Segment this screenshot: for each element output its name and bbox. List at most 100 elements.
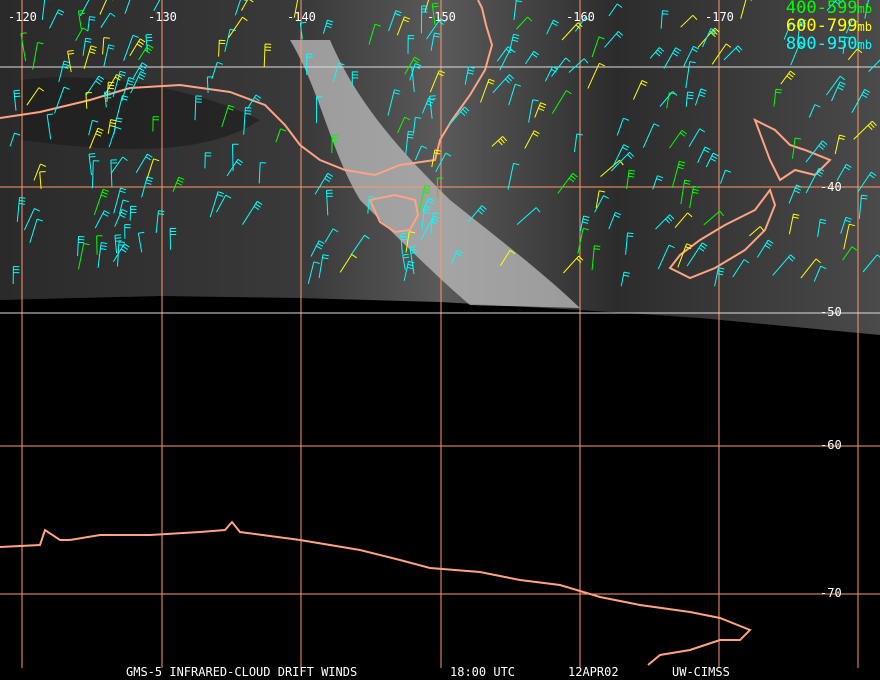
- wind-barb: [697, 146, 711, 164]
- wind-barb: [689, 185, 700, 209]
- wind-barbs: [9, 0, 880, 287]
- wind-barb: [218, 39, 226, 57]
- wind-barb: [299, 21, 307, 40]
- wind-barb: [686, 242, 708, 267]
- wind-barb: [797, 19, 807, 43]
- wind-barb: [435, 152, 452, 173]
- wind-barb: [808, 104, 821, 118]
- wind-barb: [135, 153, 153, 174]
- wind-barb: [448, 106, 470, 127]
- wind-barb: [94, 210, 110, 229]
- wind-barb: [403, 260, 415, 281]
- wind-barb: [108, 126, 122, 148]
- wind-barb: [652, 175, 664, 190]
- wind-barb: [723, 45, 743, 61]
- wind-barb: [124, 224, 131, 239]
- wind-barb: [659, 91, 678, 107]
- wind-barb: [677, 243, 693, 268]
- wind-barb: [130, 71, 147, 94]
- wind-barb: [226, 158, 244, 177]
- wind-barb: [682, 45, 699, 68]
- wind-barb: [732, 259, 750, 278]
- wind-barb: [152, 116, 160, 132]
- wind-barb: [39, 171, 46, 189]
- wind-barb: [78, 243, 90, 270]
- wind-barb: [492, 74, 515, 94]
- longitude-label: -150: [427, 10, 456, 24]
- wind-barb: [316, 96, 323, 124]
- wind-barb: [155, 210, 165, 233]
- wind-barb: [499, 49, 516, 71]
- wind-barb: [79, 0, 90, 17]
- wind-barb: [388, 10, 402, 32]
- wind-barb: [429, 95, 436, 119]
- latitude-label: -40: [820, 180, 842, 194]
- wind-barb: [749, 226, 765, 237]
- wind-barb: [211, 61, 223, 80]
- wind-barb: [620, 271, 631, 287]
- longitude-label: -130: [148, 10, 177, 24]
- wind-barb: [430, 212, 440, 233]
- wind-barb: [642, 123, 660, 148]
- wind-barb: [113, 187, 127, 214]
- legend-800-950: 800-950mb: [785, 34, 872, 54]
- wind-barb: [91, 160, 100, 189]
- wind-barb: [138, 44, 154, 61]
- wind-barb: [591, 36, 605, 58]
- wind-barb: [663, 47, 682, 69]
- wind-barb: [800, 258, 821, 279]
- wind-barb: [112, 243, 130, 262]
- wind-barb: [480, 78, 495, 103]
- wind-barb: [137, 231, 145, 253]
- wind-barb: [608, 3, 623, 17]
- wind-barb: [49, 9, 65, 29]
- wind-barb: [546, 19, 559, 35]
- wind-barb: [509, 33, 520, 52]
- wind-barb: [773, 88, 782, 107]
- wind-barb: [420, 215, 440, 240]
- wind-barb: [414, 145, 428, 161]
- wind-barb: [145, 34, 153, 52]
- wind-barb: [703, 210, 724, 226]
- wind-barb: [405, 130, 415, 155]
- wind-barb: [595, 190, 606, 209]
- wind-barb: [324, 228, 339, 243]
- wind-barb: [114, 208, 128, 227]
- wind-barb: [714, 267, 725, 287]
- wind-barb: [680, 14, 698, 28]
- wind-barb: [129, 38, 146, 57]
- wind-barb: [561, 22, 583, 41]
- wind-barb: [516, 16, 533, 30]
- wind-barb: [524, 50, 539, 65]
- coastline-tasmania: [368, 193, 420, 234]
- wind-barb: [826, 0, 844, 11]
- wind-barb: [430, 32, 441, 51]
- wind-barb: [141, 176, 154, 198]
- coastline-australia: [0, 0, 494, 177]
- wind-barb: [790, 41, 806, 66]
- wind-barb: [114, 234, 122, 254]
- date-label: 12APR02: [568, 665, 619, 679]
- wind-barb: [194, 95, 202, 121]
- wind-barb: [840, 216, 852, 234]
- wind-barb: [680, 179, 691, 205]
- wind-barb: [669, 130, 687, 149]
- wind-barb: [594, 195, 609, 213]
- wind-barb: [234, 0, 247, 16]
- wind-barb: [67, 50, 75, 73]
- wind-barb: [843, 223, 856, 250]
- cloud-imagery: [0, 0, 880, 335]
- wind-barb: [13, 89, 21, 111]
- wind-barb: [431, 2, 439, 25]
- wind-barb: [228, 16, 248, 39]
- wind-barb: [123, 34, 139, 61]
- wind-barb: [616, 117, 630, 136]
- wind-barb: [568, 58, 589, 73]
- wind-barb: [350, 234, 370, 256]
- wind-barb: [845, 19, 858, 34]
- wind-barb: [579, 215, 590, 232]
- wind-barb: [396, 16, 411, 36]
- coastline-nz-north: [753, 117, 832, 182]
- wind-barb: [77, 9, 85, 30]
- wind-barb: [129, 205, 137, 221]
